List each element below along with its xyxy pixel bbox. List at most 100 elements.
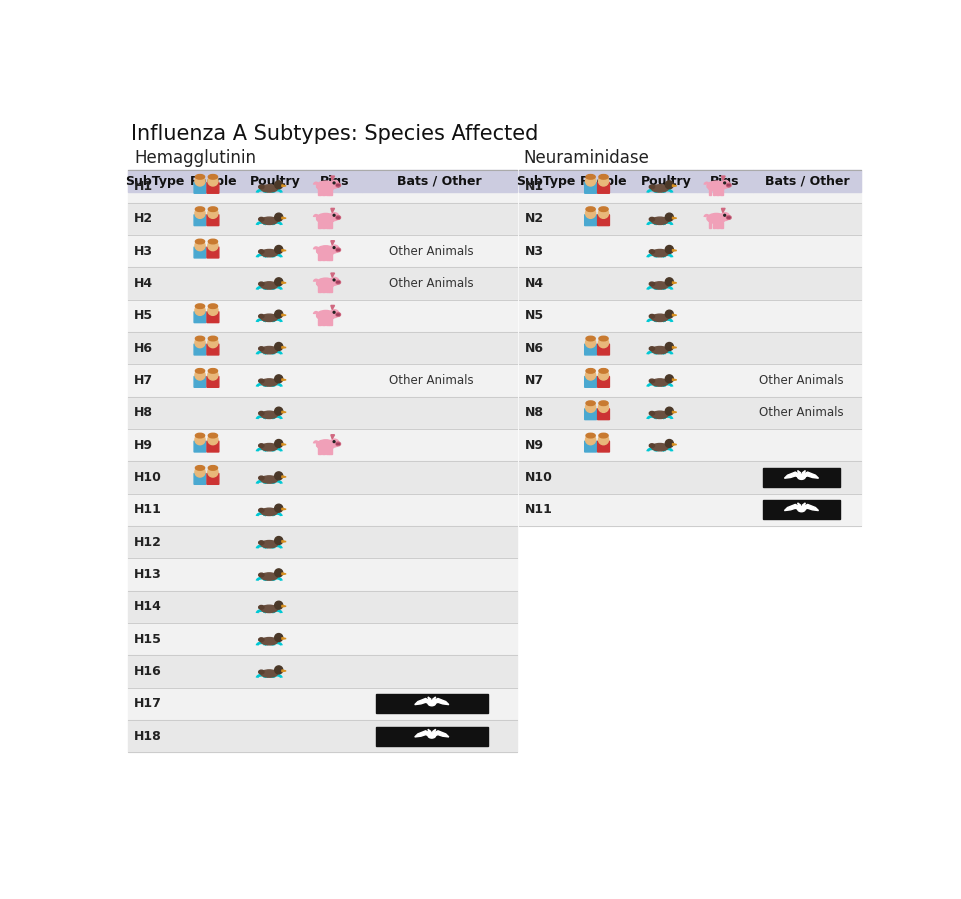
Ellipse shape (260, 508, 278, 515)
Bar (518, 494, 860, 526)
Text: Bats / Other: Bats / Other (764, 174, 849, 188)
Bar (128, 235, 516, 267)
Circle shape (723, 214, 725, 216)
Circle shape (723, 182, 725, 183)
Bar (518, 396, 860, 429)
Ellipse shape (720, 181, 728, 188)
Bar (306, 170, 361, 191)
FancyBboxPatch shape (597, 409, 609, 420)
Polygon shape (414, 699, 431, 705)
Text: H14: H14 (135, 601, 161, 613)
Ellipse shape (585, 207, 595, 211)
Polygon shape (331, 241, 334, 245)
Polygon shape (282, 249, 285, 251)
Bar (128, 494, 516, 526)
Text: N3: N3 (525, 245, 543, 258)
Bar (128, 461, 516, 494)
Text: H7: H7 (135, 374, 153, 387)
Ellipse shape (330, 245, 338, 253)
Polygon shape (672, 443, 676, 445)
Polygon shape (282, 281, 285, 283)
Polygon shape (431, 699, 449, 705)
FancyBboxPatch shape (597, 441, 609, 452)
Ellipse shape (209, 174, 217, 179)
Bar (326, 318, 329, 325)
Circle shape (338, 443, 339, 445)
Ellipse shape (195, 239, 205, 244)
Circle shape (336, 184, 337, 186)
Circle shape (275, 407, 283, 415)
Ellipse shape (316, 310, 334, 321)
Bar (128, 267, 516, 299)
Circle shape (665, 310, 673, 318)
Circle shape (275, 213, 283, 221)
Polygon shape (282, 508, 285, 510)
Ellipse shape (335, 442, 340, 446)
Bar (518, 429, 860, 461)
Ellipse shape (316, 440, 334, 450)
Ellipse shape (259, 476, 263, 480)
FancyBboxPatch shape (207, 182, 218, 193)
Text: H6: H6 (135, 342, 153, 354)
Ellipse shape (260, 637, 278, 645)
Bar (317, 287, 320, 292)
FancyBboxPatch shape (597, 377, 609, 387)
Bar (317, 318, 320, 325)
Ellipse shape (260, 605, 278, 612)
Circle shape (665, 278, 673, 286)
Ellipse shape (260, 540, 278, 547)
Circle shape (208, 209, 218, 218)
Ellipse shape (260, 218, 278, 225)
Ellipse shape (335, 216, 340, 219)
Circle shape (195, 434, 205, 445)
Circle shape (195, 241, 205, 251)
Polygon shape (672, 314, 676, 316)
Ellipse shape (195, 336, 205, 341)
Polygon shape (783, 472, 801, 478)
Circle shape (208, 306, 218, 316)
FancyBboxPatch shape (597, 215, 609, 226)
Polygon shape (721, 176, 725, 180)
Polygon shape (672, 281, 676, 283)
Bar (326, 222, 329, 227)
FancyBboxPatch shape (207, 215, 218, 226)
Text: H15: H15 (135, 633, 161, 645)
Ellipse shape (585, 174, 595, 179)
Ellipse shape (428, 733, 435, 738)
Ellipse shape (599, 401, 607, 405)
Bar (128, 364, 516, 396)
Bar (326, 448, 329, 454)
FancyBboxPatch shape (207, 344, 218, 355)
Bar (326, 254, 329, 260)
Ellipse shape (260, 249, 278, 257)
FancyBboxPatch shape (584, 377, 596, 387)
Text: N1: N1 (525, 180, 543, 193)
Ellipse shape (599, 433, 607, 438)
Polygon shape (801, 503, 804, 507)
Polygon shape (797, 470, 800, 475)
Ellipse shape (195, 207, 205, 211)
Ellipse shape (195, 369, 205, 373)
FancyBboxPatch shape (194, 182, 206, 193)
Circle shape (275, 440, 283, 448)
Text: H1: H1 (135, 180, 153, 193)
Circle shape (585, 209, 595, 218)
Polygon shape (801, 470, 804, 475)
Circle shape (208, 176, 218, 186)
Circle shape (336, 443, 337, 445)
Polygon shape (783, 504, 801, 511)
Circle shape (195, 467, 205, 477)
Circle shape (195, 338, 205, 348)
Bar (518, 170, 860, 202)
Polygon shape (282, 540, 285, 542)
Polygon shape (282, 605, 285, 607)
FancyBboxPatch shape (207, 247, 218, 258)
Circle shape (338, 217, 339, 218)
Ellipse shape (209, 304, 217, 308)
Ellipse shape (330, 181, 338, 188)
Ellipse shape (259, 605, 263, 610)
Polygon shape (331, 435, 334, 439)
Ellipse shape (316, 213, 334, 224)
Ellipse shape (316, 181, 334, 191)
FancyBboxPatch shape (207, 312, 218, 323)
